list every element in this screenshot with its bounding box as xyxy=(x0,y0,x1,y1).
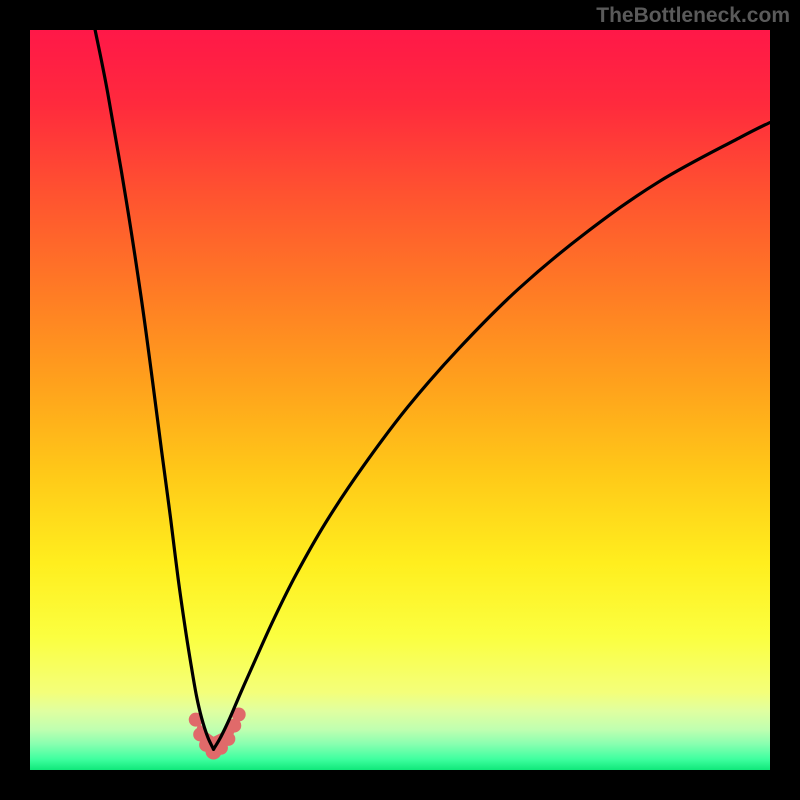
red-cluster xyxy=(189,708,246,760)
curve-left-branch xyxy=(95,30,213,749)
watermark-text: TheBottleneck.com xyxy=(596,4,790,28)
plot-area xyxy=(30,30,770,770)
curve-right-branch xyxy=(214,123,770,750)
curve-layer xyxy=(30,30,770,770)
